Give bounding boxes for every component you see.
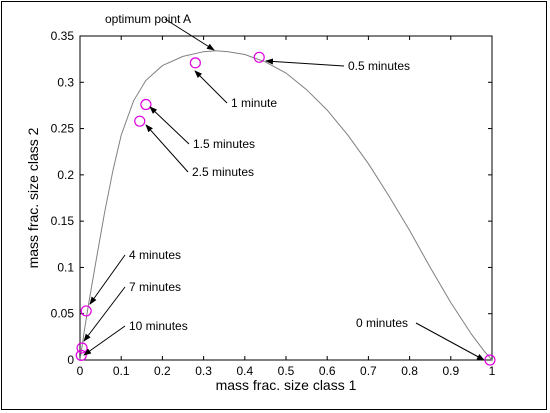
data-point [76, 342, 88, 354]
y-tick-labels: 0 0.05 0.1 0.15 0.2 0.25 0.3 0.35 [51, 29, 75, 367]
annotation-arrow [145, 124, 189, 173]
data-point [484, 354, 496, 366]
data-point [189, 57, 201, 69]
annotation-label: 0 minutes [356, 316, 408, 330]
x-tick-label: 0.9 [442, 364, 459, 378]
y-tick-label: 0.35 [51, 29, 75, 43]
annotation-arrow [164, 18, 215, 51]
y-tick-label: 0.05 [51, 307, 75, 321]
y-axis-label: mass frac. size class 2 [25, 127, 41, 268]
annotation-arrow [89, 254, 126, 305]
annotation-label: 1.5 minutes [193, 137, 255, 151]
data-point [140, 98, 152, 111]
data-point [253, 51, 265, 63]
annotation-label: 7 minutes [129, 280, 181, 294]
data-point [134, 115, 146, 127]
x-tick-label: 0.1 [113, 364, 130, 378]
x-tick-label: 0.5 [278, 364, 295, 378]
x-tick-label: 0.6 [319, 364, 336, 378]
annotation-arrow [415, 322, 485, 361]
annotation-label: 0.5 minutes [348, 59, 410, 73]
x-tick-label: 1 [489, 364, 496, 378]
annotations: optimum point A 0.5 minutes 1 minute 1.5 mi… [83, 12, 485, 361]
data-point [80, 305, 92, 317]
annotation-arrow [265, 58, 345, 67]
y-tick-label: 0.25 [51, 122, 75, 136]
y-tick-label: 0 [67, 353, 74, 367]
annotation-label: 4 minutes [129, 248, 181, 262]
x-axis-label: mass frac. size class 1 [216, 377, 357, 393]
x-tick-label: 0.3 [195, 364, 212, 378]
trajectory-curve [79, 50, 493, 361]
y-tick-label: 0.15 [51, 214, 75, 228]
annotation-arrow [83, 286, 126, 342]
x-tick-label: 0.7 [360, 364, 377, 378]
x-tick-label: 0.2 [154, 364, 171, 378]
annotation-arrow [194, 70, 228, 104]
x-tick-label: 0 [77, 364, 84, 378]
y-tick-label: 0.2 [57, 168, 74, 182]
axis-ticks [79, 35, 493, 361]
y-tick-label: 0.1 [57, 260, 74, 274]
annotation-label: 2.5 minutes [192, 165, 254, 179]
x-tick-label: 0.4 [236, 364, 253, 378]
annotation-arrow [149, 106, 190, 145]
annotation-label: 10 minutes [129, 319, 188, 333]
plot-area [79, 35, 493, 361]
annotation-arrow [83, 325, 126, 356]
x-tick-labels: 0 0.1 0.2 0.3 0.4 0.5 0.6 0.7 0.8 0.9 1 [77, 364, 496, 378]
annotation-label: optimum point A [105, 12, 191, 26]
y-tick-label: 0.3 [57, 75, 74, 89]
x-tick-label: 0.8 [401, 364, 418, 378]
annotation-label: 1 minute [231, 96, 277, 110]
